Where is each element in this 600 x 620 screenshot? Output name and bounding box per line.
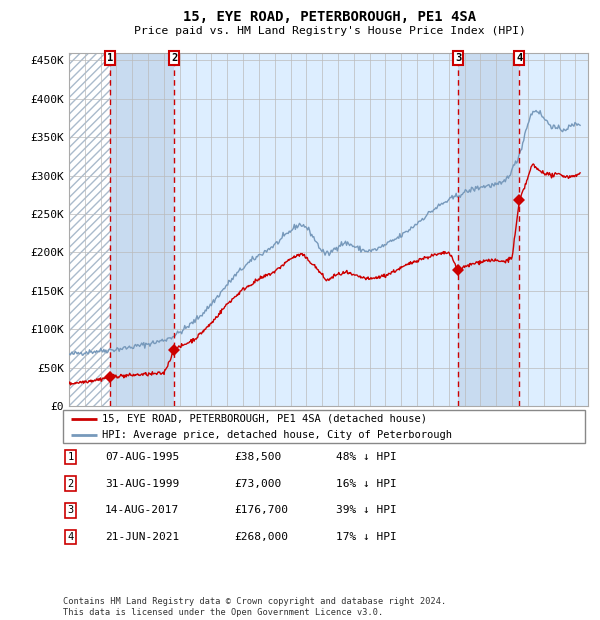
- Text: 4: 4: [68, 532, 74, 542]
- FancyBboxPatch shape: [63, 410, 585, 443]
- Text: £38,500: £38,500: [234, 452, 281, 462]
- Text: 16% ↓ HPI: 16% ↓ HPI: [336, 479, 397, 489]
- Text: 2: 2: [68, 479, 74, 489]
- Text: 3: 3: [68, 505, 74, 515]
- Bar: [110, 53, 175, 406]
- Bar: [458, 53, 520, 406]
- Text: 1: 1: [107, 53, 113, 63]
- Text: Price paid vs. HM Land Registry's House Price Index (HPI): Price paid vs. HM Land Registry's House …: [134, 26, 526, 36]
- Text: Contains HM Land Registry data © Crown copyright and database right 2024.
This d: Contains HM Land Registry data © Crown c…: [63, 598, 446, 617]
- Text: 39% ↓ HPI: 39% ↓ HPI: [336, 505, 397, 515]
- Text: 21-JUN-2021: 21-JUN-2021: [105, 532, 179, 542]
- Text: 07-AUG-1995: 07-AUG-1995: [105, 452, 179, 462]
- Text: 15, EYE ROAD, PETERBOROUGH, PE1 4SA: 15, EYE ROAD, PETERBOROUGH, PE1 4SA: [184, 9, 476, 24]
- Text: £73,000: £73,000: [234, 479, 281, 489]
- Text: 4: 4: [517, 53, 523, 63]
- Text: 17% ↓ HPI: 17% ↓ HPI: [336, 532, 397, 542]
- Text: HPI: Average price, detached house, City of Peterborough: HPI: Average price, detached house, City…: [102, 430, 452, 440]
- Text: 48% ↓ HPI: 48% ↓ HPI: [336, 452, 397, 462]
- Text: £268,000: £268,000: [234, 532, 288, 542]
- Text: 31-AUG-1999: 31-AUG-1999: [105, 479, 179, 489]
- Text: 2: 2: [171, 53, 178, 63]
- Text: 15, EYE ROAD, PETERBOROUGH, PE1 4SA (detached house): 15, EYE ROAD, PETERBOROUGH, PE1 4SA (det…: [102, 414, 427, 423]
- Text: 3: 3: [455, 53, 461, 63]
- Text: 14-AUG-2017: 14-AUG-2017: [105, 505, 179, 515]
- Text: 1: 1: [68, 452, 74, 462]
- Text: £176,700: £176,700: [234, 505, 288, 515]
